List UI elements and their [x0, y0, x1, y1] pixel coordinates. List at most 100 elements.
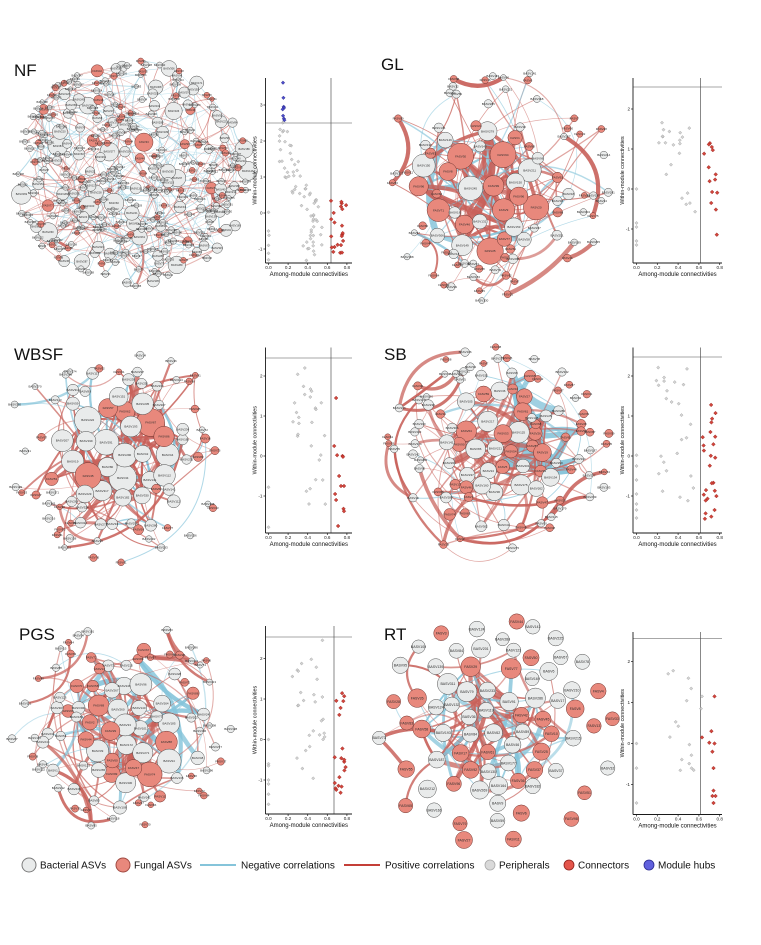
svg-text:BASV96: BASV96	[135, 683, 147, 687]
svg-text:BASV24: BASV24	[198, 712, 210, 716]
svg-text:BASV67: BASV67	[554, 656, 567, 660]
svg-text:1: 1	[260, 175, 263, 180]
svg-text:FASV82: FASV82	[238, 139, 248, 143]
svg-text:FASV11: FASV11	[153, 215, 163, 219]
svg-text:BASV223: BASV223	[93, 245, 105, 249]
svg-text:0.0: 0.0	[265, 535, 272, 540]
svg-text:FASV51: FASV51	[207, 97, 217, 101]
svg-text:BASV98: BASV98	[88, 215, 98, 219]
svg-text:BASV185: BASV185	[113, 174, 125, 178]
svg-text:BASV168: BASV168	[401, 255, 414, 259]
svg-text:BASV196: BASV196	[99, 222, 111, 226]
svg-text:FASV59: FASV59	[576, 429, 587, 433]
svg-text:0.0: 0.0	[633, 817, 640, 822]
svg-text:FASV44: FASV44	[566, 468, 577, 472]
svg-text:BASV73: BASV73	[51, 96, 61, 100]
svg-text:FASV17: FASV17	[454, 751, 467, 755]
svg-text:BASV174: BASV174	[185, 659, 198, 663]
svg-text:FASV26: FASV26	[49, 113, 59, 117]
svg-text:FASV88: FASV88	[474, 267, 485, 271]
svg-text:BASV4: BASV4	[205, 220, 214, 224]
svg-text:BASV54: BASV54	[73, 633, 85, 637]
svg-text:BASV178: BASV178	[118, 254, 130, 258]
svg-text:BASV34: BASV34	[117, 476, 129, 480]
svg-text:Within-module connectivities: Within-module connectivities	[620, 136, 626, 205]
svg-text:BASV123: BASV123	[390, 172, 403, 176]
svg-text:BASV246: BASV246	[67, 787, 80, 791]
svg-text:FASV92: FASV92	[237, 188, 247, 192]
svg-text:FASV10: FASV10	[507, 387, 518, 391]
svg-text:BASV326: BASV326	[168, 109, 180, 113]
svg-text:BASV67: BASV67	[125, 119, 135, 123]
svg-text:FASV34: FASV34	[36, 222, 46, 226]
svg-text:BASV261: BASV261	[134, 235, 146, 239]
svg-text:FASV21: FASV21	[165, 188, 175, 192]
svg-text:FASV24: FASV24	[102, 123, 112, 127]
svg-text:BASV22: BASV22	[216, 120, 226, 124]
svg-text:BASV203: BASV203	[140, 250, 152, 254]
svg-text:BASV225: BASV225	[548, 637, 563, 641]
svg-text:BASV201: BASV201	[516, 464, 529, 468]
svg-text:BASV136: BASV136	[432, 126, 445, 130]
svg-text:0.2: 0.2	[285, 535, 292, 540]
svg-text:BASV84: BASV84	[53, 144, 63, 148]
svg-text:BASV91: BASV91	[185, 128, 195, 132]
svg-text:FASV61: FASV61	[481, 750, 494, 754]
svg-text:FASV91: FASV91	[113, 370, 124, 374]
svg-text:0: 0	[627, 741, 630, 746]
svg-text:BASV166: BASV166	[176, 438, 189, 442]
svg-text:FASV8: FASV8	[443, 170, 453, 174]
svg-text:BASV19: BASV19	[31, 225, 41, 229]
svg-text:BASV172: BASV172	[120, 743, 133, 747]
svg-text:Among-module connectivities: Among-module connectivities	[270, 272, 348, 278]
svg-text:BASV67: BASV67	[61, 209, 71, 213]
svg-text:FASV25: FASV25	[535, 750, 548, 754]
svg-text:0.4: 0.4	[675, 265, 682, 270]
svg-text:FASV58: FASV58	[154, 233, 164, 237]
svg-text:BASV222: BASV222	[60, 173, 72, 177]
svg-text:-1: -1	[626, 494, 631, 499]
svg-text:FASV27: FASV27	[519, 395, 530, 399]
svg-text:FASV5: FASV5	[500, 256, 510, 260]
svg-text:-1: -1	[626, 227, 631, 232]
svg-text:FASV61: FASV61	[116, 560, 127, 564]
svg-text:BASV22: BASV22	[38, 138, 48, 142]
svg-text:0.4: 0.4	[305, 535, 312, 540]
svg-text:FASV54: FASV54	[505, 449, 516, 453]
svg-text:BASV18: BASV18	[449, 211, 461, 215]
svg-text:FASV99: FASV99	[180, 142, 190, 146]
svg-text:BASV133: BASV133	[77, 764, 90, 768]
svg-text:BASV286: BASV286	[528, 696, 543, 700]
svg-text:BASV113: BASV113	[49, 398, 62, 402]
svg-text:BASV285: BASV285	[482, 102, 495, 106]
svg-text:FASV46: FASV46	[459, 223, 470, 227]
svg-text:FASV47: FASV47	[117, 115, 127, 119]
svg-text:BASV258: BASV258	[59, 373, 72, 377]
svg-text:FASV83: FASV83	[425, 151, 436, 155]
svg-text:BASV290: BASV290	[118, 453, 131, 457]
svg-text:BASV185: BASV185	[240, 188, 252, 192]
svg-text:BASV197: BASV197	[419, 143, 432, 147]
svg-text:BASV284: BASV284	[240, 180, 252, 184]
svg-text:BASV149: BASV149	[456, 243, 469, 247]
svg-text:0.6: 0.6	[696, 265, 703, 270]
svg-text:BASV205: BASV205	[163, 257, 175, 261]
svg-text:BASV313: BASV313	[203, 680, 216, 684]
svg-text:FASV87: FASV87	[527, 444, 538, 448]
svg-text:BASV269: BASV269	[16, 192, 28, 196]
svg-text:BASV223: BASV223	[125, 198, 137, 202]
svg-text:BASV94: BASV94	[163, 759, 175, 763]
svg-text:BASV247: BASV247	[71, 73, 83, 77]
svg-text:FASV71: FASV71	[433, 208, 444, 212]
svg-text:BASV90: BASV90	[414, 467, 426, 471]
svg-text:BASV143: BASV143	[42, 501, 55, 505]
svg-text:BASV100: BASV100	[96, 215, 108, 219]
svg-text:BASV328: BASV328	[224, 727, 237, 731]
svg-text:FASV66: FASV66	[145, 803, 156, 807]
svg-text:BASV211: BASV211	[457, 370, 470, 374]
svg-text:BASV312: BASV312	[74, 521, 87, 525]
svg-text:BASV72: BASV72	[197, 428, 209, 432]
svg-text:BASV11: BASV11	[215, 210, 225, 214]
svg-text:BASV260: BASV260	[42, 230, 54, 234]
svg-text:BASV239: BASV239	[122, 378, 135, 382]
